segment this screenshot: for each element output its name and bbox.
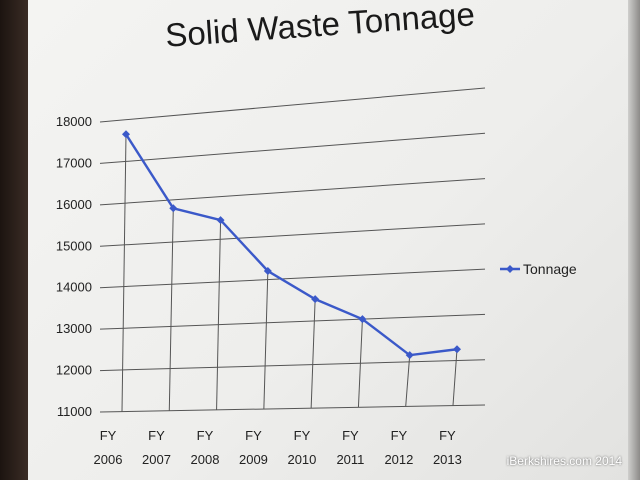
drop-line: [263, 270, 269, 409]
watermark: iBerkshires.com 2014: [506, 454, 622, 468]
drop-line: [357, 319, 363, 408]
y-tick-label: 13000: [56, 321, 92, 336]
x-tick-label: FY 2009: [239, 428, 268, 467]
y-tick-label: 18000: [56, 114, 92, 129]
y-tick-label: 11000: [57, 404, 92, 419]
drop-line: [216, 220, 222, 410]
gridline-y: [99, 404, 486, 413]
drop-line: [310, 299, 316, 409]
gridline-y: [99, 223, 486, 247]
x-tick-label: FY 2012: [384, 428, 413, 467]
gridline-y: [99, 87, 486, 123]
gridline-y: [99, 178, 486, 206]
legend-label: Tonnage: [523, 261, 577, 277]
y-tick-label: 15000: [56, 238, 92, 253]
y-tick-label: 16000: [56, 197, 92, 212]
y-tick-label: 12000: [56, 363, 92, 378]
data-point-marker: [122, 130, 130, 139]
gridline-y: [99, 313, 486, 330]
data-point-marker: [453, 345, 461, 354]
y-tick-label: 17000: [56, 155, 92, 170]
screen-frame-edge: [628, 0, 640, 480]
x-tick-label: FY 2007: [142, 428, 171, 467]
drop-line: [121, 134, 127, 412]
x-tick-label: FY 2006: [94, 428, 123, 467]
gridline-y: [99, 132, 486, 164]
projection-screen: [28, 0, 636, 480]
x-tick-label: FY 2011: [336, 428, 364, 467]
x-tick-label: FY 2013: [433, 428, 462, 467]
data-point-marker: [169, 204, 178, 213]
gridline-y: [99, 268, 486, 289]
drop-line: [452, 349, 458, 406]
drop-line: [405, 355, 411, 407]
x-tick-label: FY 2008: [191, 428, 220, 467]
data-point-marker: [358, 315, 367, 324]
series-line-tonnage: [124, 133, 458, 357]
data-point-marker: [311, 295, 320, 304]
data-point-marker: [216, 216, 225, 225]
drop-line: [168, 208, 174, 411]
data-point-marker: [263, 266, 272, 275]
gridline-y: [99, 359, 486, 372]
y-tick-label: 14000: [56, 280, 92, 295]
projector-room-edge: [0, 0, 28, 480]
x-tick-label: FY 2010: [287, 428, 316, 467]
data-point-marker: [405, 351, 414, 360]
legend-marker: [506, 265, 514, 273]
